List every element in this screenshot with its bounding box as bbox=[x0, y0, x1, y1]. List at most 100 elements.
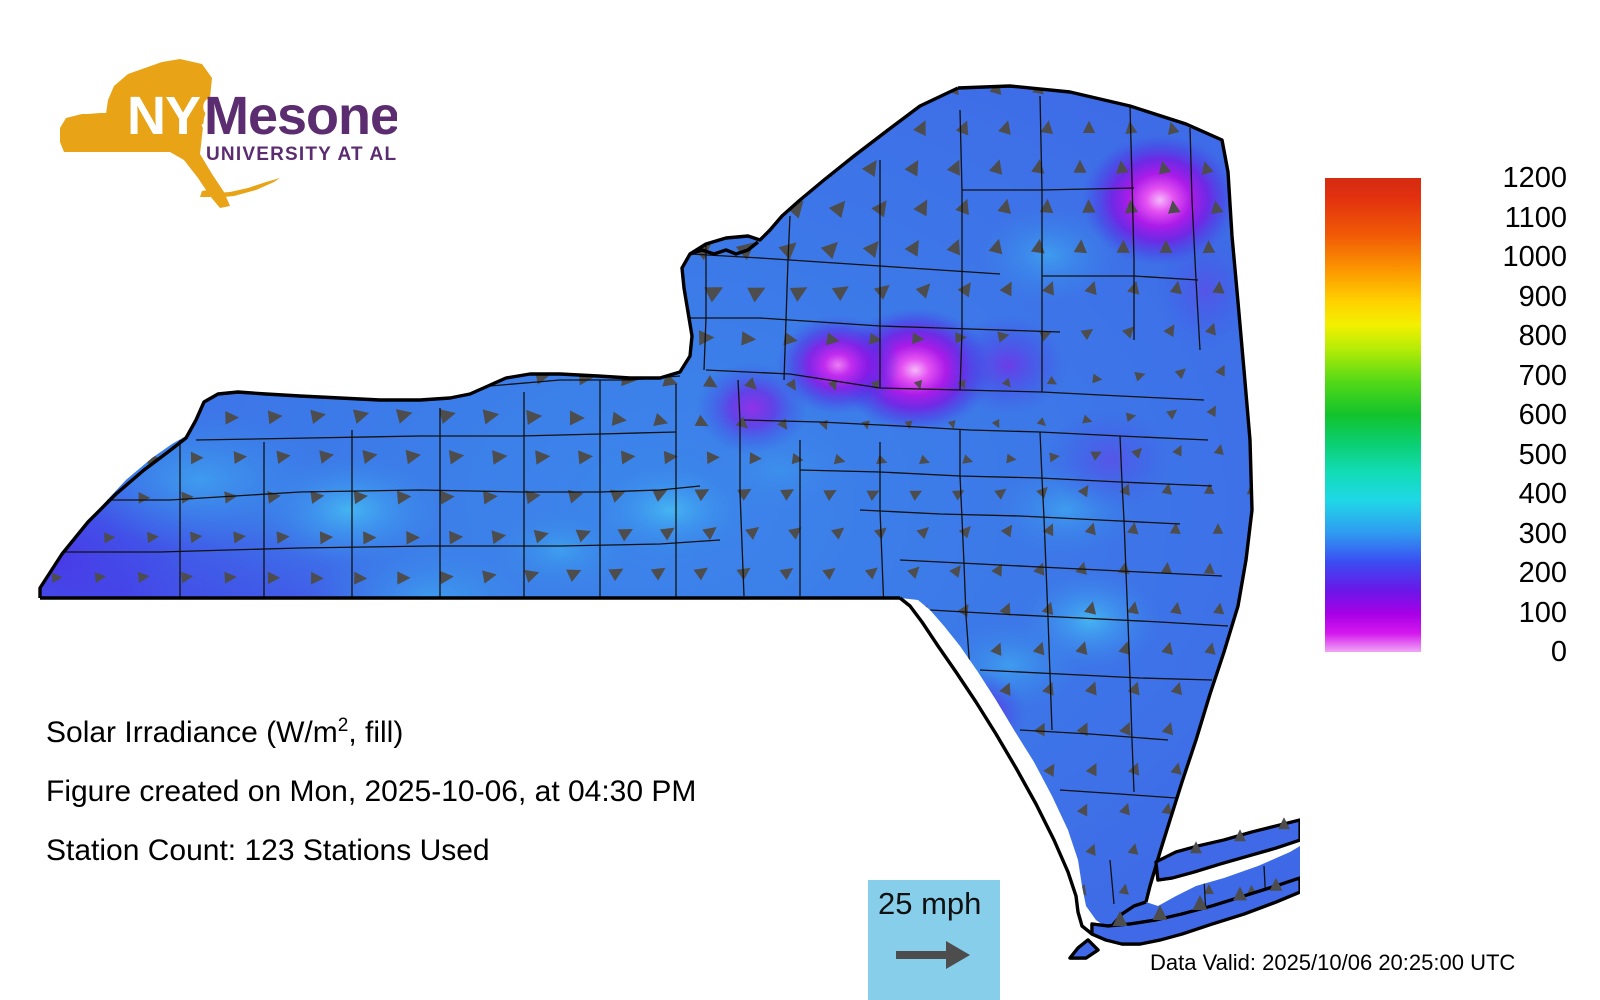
wind-arrow bbox=[87, 931, 116, 934]
wind-arrow bbox=[938, 801, 966, 832]
wind-arrow bbox=[287, 327, 330, 349]
wind-arrow bbox=[300, 610, 334, 626]
wind-arrow bbox=[509, 197, 556, 237]
wind-arrow bbox=[552, 277, 599, 316]
wind-arrow bbox=[851, 642, 881, 672]
colorbar-tick-900: 900 bbox=[1518, 280, 1567, 313]
logo-graphic: NYS Mesonet UNIVERSITY AT ALBANY bbox=[60, 59, 397, 208]
wind-arrow bbox=[685, 114, 722, 158]
colorbar-tick-1200: 1200 bbox=[1502, 162, 1567, 194]
ny-state-logo-shape bbox=[60, 59, 280, 208]
map-svg bbox=[38, 84, 1300, 960]
logo-mesonet-text: Mesonet bbox=[204, 86, 397, 146]
wind-arrow bbox=[82, 203, 123, 231]
wind-arrow bbox=[343, 931, 377, 934]
wind-arrow bbox=[686, 922, 721, 934]
wind-arrow bbox=[243, 246, 288, 269]
wind-arrow bbox=[116, 163, 156, 191]
wind-arrow bbox=[686, 603, 721, 631]
wind-arrow bbox=[73, 244, 113, 271]
colorbar-tick-800: 800 bbox=[1518, 320, 1567, 352]
wind-arrow bbox=[547, 643, 584, 671]
wind-arrow bbox=[632, 86, 671, 117]
wind-arrow bbox=[1254, 602, 1268, 630]
wind-arrow bbox=[130, 610, 160, 625]
wind-arrow bbox=[428, 929, 464, 934]
wind-arrow bbox=[428, 608, 464, 628]
wind-arrow bbox=[337, 121, 383, 153]
wind-arrow bbox=[1256, 924, 1266, 934]
wind-arrow bbox=[343, 611, 377, 625]
wind-arrow bbox=[676, 86, 712, 117]
solar-irradiance-map[interactable] bbox=[0, 40, 1300, 960]
wind-arrow bbox=[1254, 683, 1268, 710]
arrow-right-icon bbox=[894, 938, 974, 977]
wind-arrow bbox=[294, 204, 341, 231]
long-island-fill bbox=[1068, 817, 1300, 960]
wind-arrow bbox=[461, 645, 499, 670]
wind-arrow bbox=[160, 86, 198, 111]
wind-arrow bbox=[600, 922, 636, 934]
wind-arrow bbox=[764, 643, 797, 671]
colorbar-tick-200: 200 bbox=[1518, 557, 1567, 589]
wind-arrow bbox=[328, 162, 375, 192]
wind-arrow bbox=[215, 930, 247, 934]
wind-arrow bbox=[629, 235, 675, 278]
wind-arrow bbox=[245, 329, 286, 347]
wind-arrow bbox=[328, 245, 375, 270]
wind-arrow bbox=[423, 120, 470, 154]
wind-arrow bbox=[853, 86, 879, 115]
wind-speed-key: 25 mph bbox=[868, 880, 1000, 1000]
wind-arrow bbox=[1211, 762, 1225, 791]
wind-arrow bbox=[729, 684, 764, 711]
wind-arrow bbox=[630, 153, 673, 199]
wind-arrow bbox=[634, 643, 670, 671]
wind-arrow bbox=[158, 245, 201, 270]
wind-arrow bbox=[78, 651, 107, 665]
wind-arrow bbox=[631, 326, 674, 349]
wind-arrow bbox=[380, 121, 427, 153]
wind-arrow bbox=[291, 650, 325, 666]
wind-arrow bbox=[1245, 642, 1260, 671]
wind-arrow bbox=[296, 366, 338, 389]
colorbar-tick-labels: 1200 1100 1000 900 800 700 600 500 400 300 200 100 0 bbox=[1429, 162, 1579, 668]
wind-arrow bbox=[386, 610, 420, 626]
wind-arrow bbox=[87, 610, 116, 625]
wind-arrow bbox=[552, 116, 598, 157]
wind-arrow bbox=[419, 647, 455, 668]
wind-arrow bbox=[330, 86, 372, 114]
wind-arrow bbox=[466, 119, 513, 154]
wind-arrow bbox=[119, 410, 153, 426]
wind-arrow bbox=[295, 121, 339, 153]
wind-arrow bbox=[427, 686, 464, 709]
wind-arrow bbox=[258, 610, 290, 626]
wind-arrow bbox=[202, 86, 242, 112]
wind-arrow bbox=[130, 930, 160, 934]
wind-arrow bbox=[682, 193, 725, 239]
wind-arrow bbox=[471, 927, 507, 934]
colorbar-gradient bbox=[1325, 178, 1421, 652]
wind-arrow bbox=[168, 122, 208, 152]
wind-arrow bbox=[773, 683, 806, 711]
wind-arrow bbox=[852, 721, 880, 752]
wind-arrow bbox=[1201, 721, 1218, 752]
wind-arrow bbox=[245, 86, 285, 113]
variable-label: Solar Irradiance (W/m2, fill) bbox=[46, 716, 826, 748]
wind-arrow bbox=[329, 324, 374, 351]
wind-arrow bbox=[1246, 563, 1258, 590]
wind-arrow bbox=[381, 363, 425, 392]
wind-arrow bbox=[773, 923, 806, 934]
colorbar-tick-0: 0 bbox=[1550, 636, 1567, 668]
wind-arrow bbox=[88, 692, 116, 704]
wind-arrow bbox=[334, 651, 368, 665]
wind-arrow bbox=[677, 644, 713, 671]
wind-arrow bbox=[895, 801, 923, 832]
wind-arrow bbox=[457, 320, 504, 354]
wind-key-label: 25 mph bbox=[878, 886, 982, 921]
wind-arrow bbox=[1254, 362, 1269, 391]
wind-arrow bbox=[640, 114, 681, 158]
colorbar-tick-1000: 1000 bbox=[1502, 241, 1567, 273]
wind-arrow bbox=[500, 320, 547, 354]
wind-arrow bbox=[1244, 321, 1260, 352]
wind-arrow bbox=[173, 611, 203, 625]
